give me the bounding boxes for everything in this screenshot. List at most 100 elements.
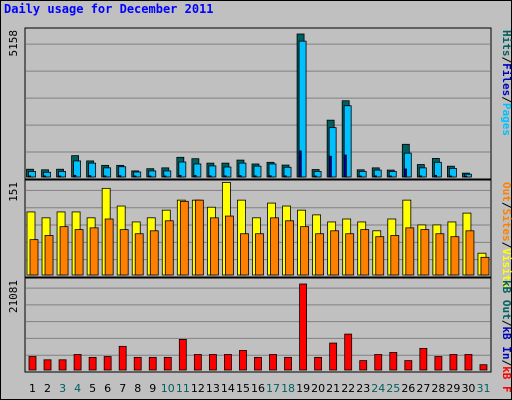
x-tick-label-day-2: 2 — [44, 382, 51, 395]
files-bar-day-3 — [58, 171, 66, 178]
pages-bar-day-6 — [103, 175, 107, 178]
x-tick-label-day-12: 12 — [191, 382, 205, 395]
legend-entry: / — [500, 57, 512, 64]
kb-f-bar-day-27 — [419, 347, 428, 371]
legend-entry: Hits — [500, 30, 512, 57]
legend-entry: / — [500, 242, 512, 249]
kb-f-bar-day-10 — [163, 356, 172, 371]
files-bar-day-27 — [418, 167, 427, 178]
kb-f-bar-day-18 — [284, 356, 292, 371]
sites-bar-day-5 — [89, 227, 99, 276]
sites-bar-day-28 — [435, 233, 445, 276]
x-tick-label-day-27: 27 — [416, 382, 430, 395]
kb-f-bar-day-7 — [118, 345, 127, 371]
pages-bar-day-15 — [238, 175, 242, 178]
x-tick-label-day-29: 29 — [446, 382, 460, 395]
x-tick-label-day-6: 6 — [104, 382, 111, 395]
pages-bar-day-30 — [464, 175, 468, 178]
legend-entry: Sites — [500, 209, 512, 242]
x-tick-label-day-20: 20 — [311, 382, 325, 395]
files-bar-day-11 — [178, 161, 187, 178]
files-bar-day-7 — [118, 166, 127, 178]
legend-entry: Out — [500, 182, 512, 202]
files-bar-day-18 — [283, 166, 292, 178]
pages-bar-day-5 — [88, 175, 92, 178]
kb-f-bar-day-26 — [404, 360, 413, 371]
files-bar-day-21 — [328, 127, 337, 178]
y-max-label-1: 5158 — [7, 30, 20, 57]
x-tick-label-day-31: 31 — [476, 382, 490, 395]
pages-bar-day-25 — [388, 175, 392, 178]
sites-bar-day-18 — [285, 220, 294, 276]
sites-bar-day-27 — [420, 229, 430, 276]
y-max-label-3: 21081 — [7, 280, 20, 313]
files-bar-day-12 — [193, 163, 202, 178]
sites-bar-day-2 — [44, 235, 54, 276]
sites-bar-day-11 — [179, 200, 189, 276]
files-bar-day-1 — [28, 171, 36, 178]
pages-bar-day-20 — [313, 175, 317, 178]
pages-bar-day-8 — [133, 175, 137, 178]
kb-f-bar-day-5 — [88, 356, 97, 371]
sites-bar-day-29 — [450, 236, 460, 276]
pages-bar-day-1 — [28, 175, 32, 178]
kb-f-bar-day-25 — [389, 352, 398, 371]
pages-bar-day-3 — [58, 175, 62, 178]
sites-bar-day-3 — [59, 226, 69, 276]
pages-bar-day-12 — [193, 175, 197, 178]
kb-f-bar-day-21 — [329, 342, 338, 371]
files-bar-day-23 — [358, 171, 367, 178]
kb-f-bar-day-6 — [103, 356, 112, 371]
sites-bar-day-19 — [300, 226, 309, 276]
sites-bar-day-14 — [225, 215, 234, 276]
files-bar-day-13 — [208, 165, 217, 178]
sites-bar-day-26 — [405, 227, 415, 276]
pages-bar-day-26 — [403, 168, 407, 178]
pages-bar-day-7 — [118, 175, 122, 178]
kb-f-bar-day-31 — [479, 364, 488, 371]
sites-bar-day-15 — [240, 233, 249, 276]
files-bar-day-19 — [298, 40, 307, 178]
x-tick-label-day-7: 7 — [119, 382, 126, 395]
pages-bar-day-23 — [358, 175, 362, 178]
legend-entry: kB Out — [500, 280, 512, 320]
kb-f-bar-day-8 — [133, 356, 142, 371]
files-bar-day-29 — [449, 168, 457, 178]
files-bar-day-20 — [313, 171, 322, 178]
pages-bar-day-17 — [268, 175, 272, 178]
sites-bar-day-25 — [390, 235, 400, 276]
files-bar-day-2 — [43, 171, 51, 178]
kb-f-bar-day-23 — [359, 360, 368, 371]
sites-bar-day-17 — [270, 217, 279, 276]
x-tick-label-day-26: 26 — [401, 382, 415, 395]
x-tick-label-day-22: 22 — [341, 382, 355, 395]
legend-entry: Files — [500, 63, 512, 96]
files-bar-day-22 — [343, 105, 352, 178]
kb-f-bar-day-29 — [449, 354, 458, 371]
legend-entry: / — [500, 320, 512, 327]
x-tick-label-day-1: 1 — [29, 382, 36, 395]
pages-bar-day-22 — [343, 154, 347, 178]
sites-bar-day-30 — [465, 230, 475, 276]
pages-bar-day-16 — [253, 175, 257, 178]
legend-entry: / — [500, 202, 512, 209]
plot-area-1 — [24, 27, 492, 180]
x-tick-label-day-23: 23 — [356, 382, 370, 395]
plot-area-3 — [24, 277, 492, 373]
sites-bar-day-16 — [255, 233, 264, 276]
x-tick-label-day-17: 17 — [266, 382, 280, 395]
kb-f-bar-day-24 — [374, 354, 383, 371]
sites-bar-day-20 — [315, 233, 325, 276]
legend-entry: kB In — [500, 326, 512, 359]
files-bar-day-28 — [433, 161, 442, 178]
legend-entry: kB F — [500, 366, 512, 393]
files-bar-day-5 — [88, 162, 97, 178]
sites-bar-day-4 — [74, 229, 84, 276]
x-tick-label-day-15: 15 — [236, 382, 250, 395]
x-tick-label-day-18: 18 — [281, 382, 295, 395]
pages-bar-day-28 — [433, 174, 437, 178]
legend-entry: / — [500, 360, 512, 367]
sites-bar-day-13 — [209, 217, 219, 276]
legend-2: Out/Sites/Visits — [500, 182, 512, 288]
